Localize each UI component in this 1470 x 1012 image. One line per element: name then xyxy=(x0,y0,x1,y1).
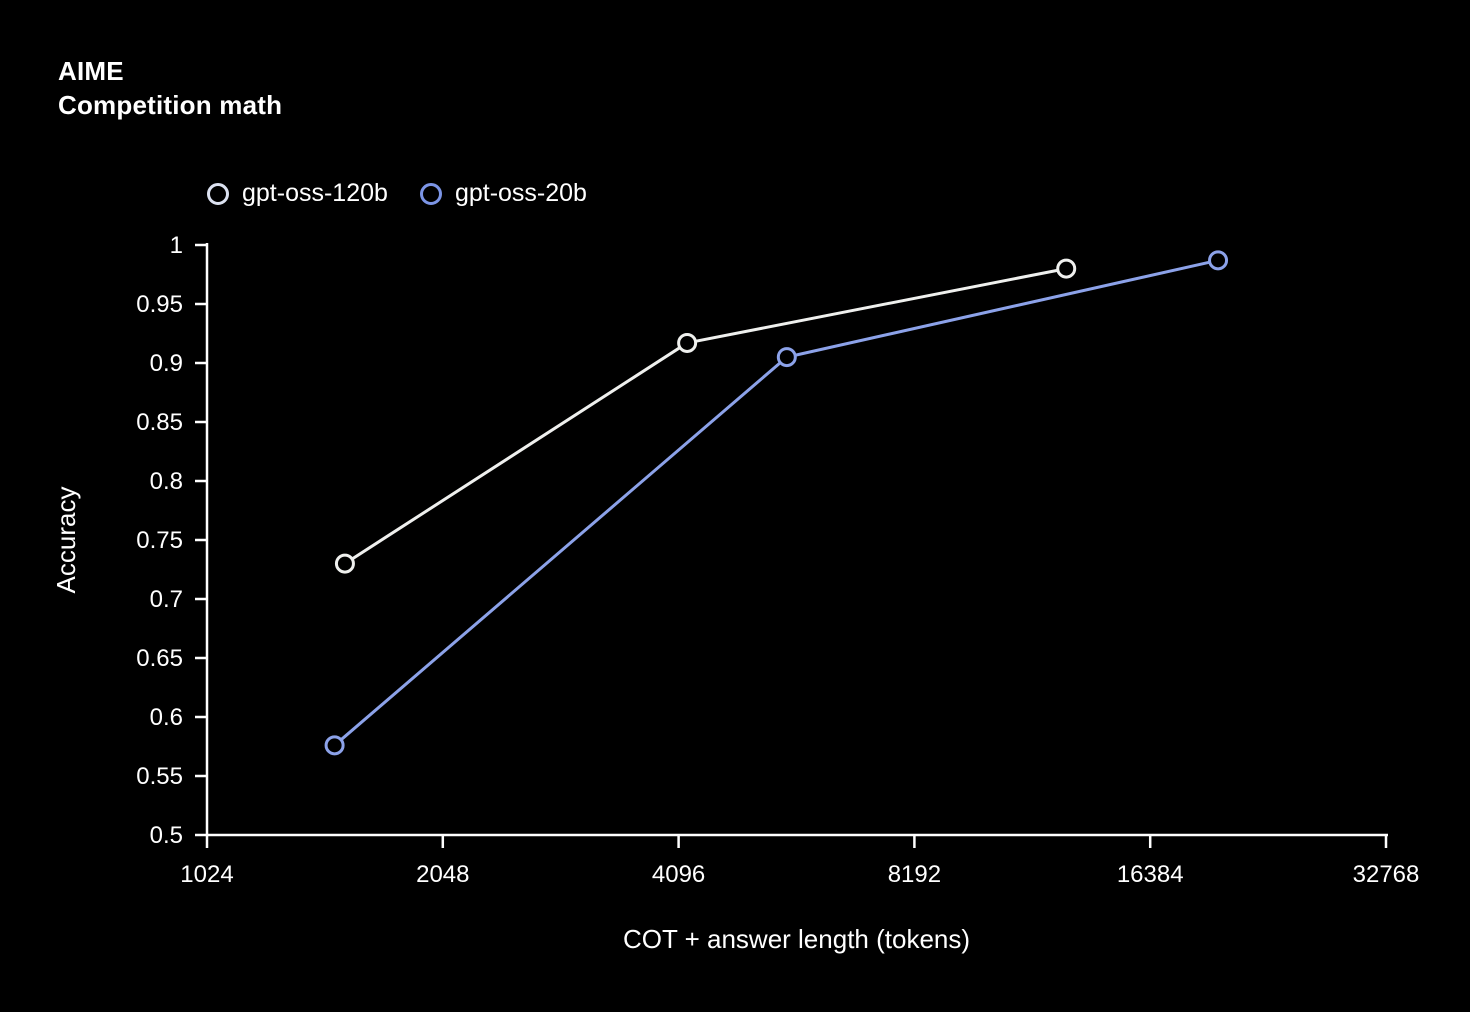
data-point-marker-gpt-oss-20b xyxy=(776,347,797,368)
legend: gpt-oss-120b gpt-oss-20b xyxy=(207,179,587,208)
x-tick-label: 1024 xyxy=(180,861,233,888)
legend-label: gpt-oss-120b xyxy=(242,179,388,207)
legend-item-gpt-oss-120b: gpt-oss-120b xyxy=(207,179,388,208)
y-tick-label: 0.5 xyxy=(150,822,183,849)
y-tick-label: 0.65 xyxy=(136,645,183,672)
chart-title: AIME xyxy=(58,56,124,86)
y-tick-label: 1 xyxy=(170,232,183,259)
y-tick-label: 0.75 xyxy=(136,527,183,554)
x-tick-label: 32768 xyxy=(1353,861,1420,888)
data-point-marker-gpt-oss-120b xyxy=(334,553,355,574)
x-tick-label: 2048 xyxy=(416,861,469,888)
chart-subtitle: Competition math xyxy=(58,90,283,120)
y-axis-title: Accuracy xyxy=(51,487,81,594)
data-point-marker-gpt-oss-120b xyxy=(677,332,698,353)
data-point-marker-gpt-oss-20b xyxy=(324,735,345,756)
chart-title-block: AIME Competition math xyxy=(58,54,282,122)
data-point-marker-gpt-oss-120b xyxy=(1056,258,1077,279)
x-tick-label: 8192 xyxy=(888,861,941,888)
y-tick-label: 0.6 xyxy=(150,704,183,731)
legend-item-gpt-oss-20b: gpt-oss-20b xyxy=(419,179,587,208)
legend-marker-circle-icon xyxy=(207,182,229,205)
y-tick-label: 0.9 xyxy=(150,350,183,377)
series-line-gpt-oss-120b xyxy=(344,267,1067,565)
data-point-marker-gpt-oss-20b xyxy=(1208,250,1229,271)
x-axis-title: COT + answer length (tokens) xyxy=(623,924,970,954)
y-tick-label: 0.85 xyxy=(136,409,183,436)
y-tick-label: 0.8 xyxy=(150,468,183,495)
x-tick-label: 16384 xyxy=(1117,861,1184,888)
y-tick-label: 0.95 xyxy=(136,291,183,318)
y-tick-label: 0.55 xyxy=(136,763,183,790)
series-line-gpt-oss-20b xyxy=(333,258,1219,747)
y-tick-label: 0.7 xyxy=(150,586,183,613)
x-tick-label: 4096 xyxy=(652,861,705,888)
legend-label: gpt-oss-20b xyxy=(454,179,587,207)
legend-marker-circle-icon xyxy=(419,182,442,205)
